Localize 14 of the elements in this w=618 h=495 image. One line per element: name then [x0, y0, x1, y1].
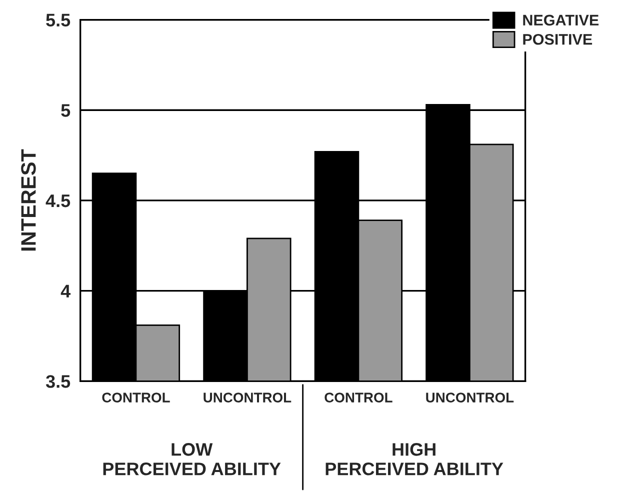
x-tick-label: UNCONTROL: [204, 392, 292, 402]
legend-label: NEGATIVE: [523, 14, 599, 26]
legend-label: POSITIVE: [523, 34, 592, 45]
x-tick-label: CONTROL: [102, 392, 170, 402]
text: LOW PERCEIVED ABILITY: [103, 443, 281, 476]
y-tick-label: 5: [61, 104, 70, 117]
text: HIGH PERCEIVED ABILITY: [326, 443, 504, 476]
x-tick-label: UNCONTROL: [426, 392, 514, 402]
x-tick-label: CONTROL: [324, 392, 392, 402]
y-tick-label: 4: [60, 284, 71, 298]
y-tick-label: 3.5: [46, 375, 70, 388]
y-tick-label: 5.5: [46, 14, 70, 27]
y-axis-title: INTEREST: [21, 149, 36, 251]
y-tick-label: 4.5: [46, 194, 70, 208]
